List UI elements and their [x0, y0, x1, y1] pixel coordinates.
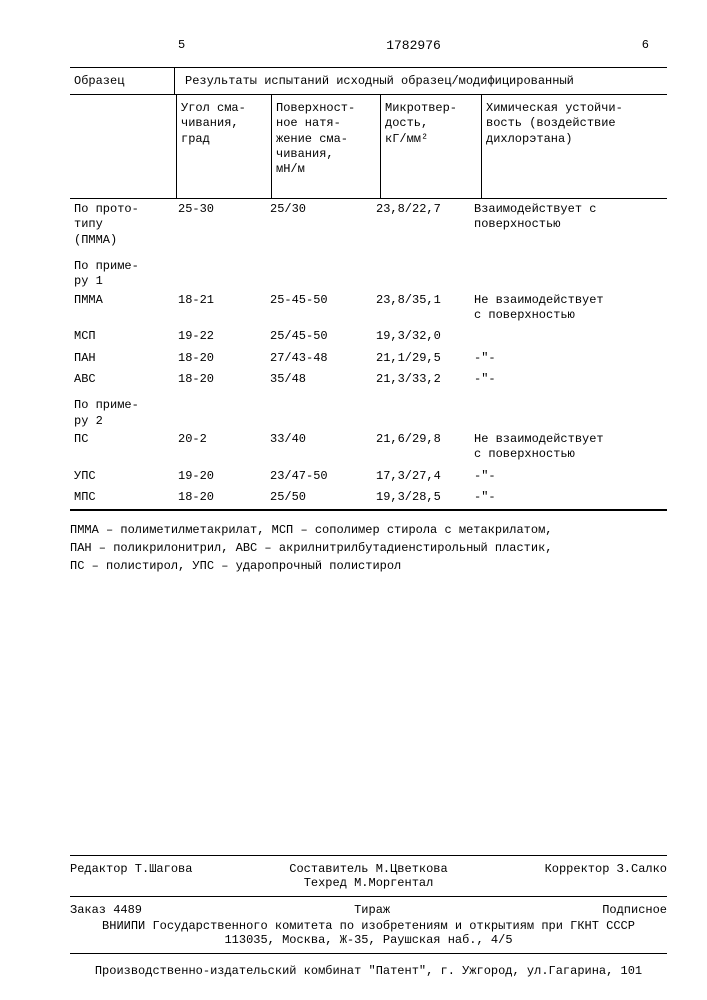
cell-angle: 18-20 — [174, 369, 266, 390]
cell-angle: 19-20 — [174, 466, 266, 487]
cell-sample: МСП — [70, 326, 174, 347]
cell-microhardness: 21,6/29,8 — [372, 429, 470, 466]
vniipi: ВНИИПИ Государственного комитета по изоб… — [70, 919, 667, 947]
cell-chemres — [470, 251, 667, 290]
cell-sample: По приме-ру 1 — [70, 251, 174, 290]
tirazh: Тираж — [354, 903, 390, 917]
page: 5 1782976 6 Образец Результаты испытаний… — [0, 0, 707, 1000]
cell-microhardness: 21,1/29,5 — [372, 348, 470, 369]
page-num-left: 5 — [178, 38, 185, 53]
cell-sample: ПММА — [70, 290, 174, 327]
subheader-microhardness: Микротвер-дость,кГ/мм² — [381, 95, 482, 198]
subheader-angle: Угол сма-чивания,град — [177, 95, 272, 198]
table-row: АВС18-2035/4821,3/33,2-"- — [70, 369, 667, 390]
cell-microhardness: 23,8/35,1 — [372, 290, 470, 327]
header: 5 1782976 6 — [70, 38, 667, 53]
header-results: Результаты испытаний исходный образец/мо… — [175, 68, 667, 94]
cell-tension: 25/50 — [266, 487, 372, 508]
cell-sample: По приме-ру 2 — [70, 390, 174, 429]
subheader-tension: Поверхност-ное натя-жение сма-чивания,мН… — [272, 95, 381, 198]
page-num-right: 6 — [642, 38, 649, 53]
table-row: МПС18-2025/5019,3/28,5-"- — [70, 487, 667, 508]
compiler: Составитель М.Цветкова — [289, 862, 447, 876]
cell-angle: 18-20 — [174, 487, 266, 508]
table-body: По прото-типу(ПММА)25-3025/3023,8/22,7Вз… — [70, 199, 667, 509]
table-header-row: Образец Результаты испытаний исходный об… — [70, 68, 667, 95]
cell-tension: 27/43-48 — [266, 348, 372, 369]
footer: Редактор Т.Шагова Составитель М.Цветкова… — [70, 855, 667, 978]
cell-angle: 25-30 — [174, 199, 266, 251]
table-row: МСП19-2225/45-5019,3/32,0 — [70, 326, 667, 347]
cell-sample: УПС — [70, 466, 174, 487]
table-row: ПС20-233/4021,6/29,8Не взаимодействуетс … — [70, 429, 667, 466]
legend: ПММА – полиметилметакрилат, МСП – сополи… — [70, 510, 667, 575]
header-sample: Образец — [70, 68, 175, 94]
cell-tension: 25/30 — [266, 199, 372, 251]
editor: Редактор Т.Шагова — [70, 862, 192, 890]
cell-microhardness: 17,3/27,4 — [372, 466, 470, 487]
cell-tension: 25/45-50 — [266, 326, 372, 347]
corrector: Корректор З.Салко — [545, 862, 667, 890]
results-table: Образец Результаты испытаний исходный об… — [70, 67, 667, 510]
cell-chemres — [470, 390, 667, 429]
cell-sample: ПС — [70, 429, 174, 466]
podpis: Подписное — [602, 903, 667, 917]
cell-angle: 19-22 — [174, 326, 266, 347]
patent-number: 1782976 — [386, 38, 441, 53]
cell-chemres — [470, 326, 667, 347]
subheader-chemres: Химическая устойчи-вость (воздействиедих… — [482, 95, 667, 198]
cell-tension: 25-45-50 — [266, 290, 372, 327]
cell-chemres: -"- — [470, 487, 667, 508]
cell-tension: 23/47-50 — [266, 466, 372, 487]
cell-chemres: -"- — [470, 348, 667, 369]
cell-sample: ПАН — [70, 348, 174, 369]
table-row: УПС19-2023/47-5017,3/27,4-"- — [70, 466, 667, 487]
spacer — [70, 575, 667, 855]
table-row: По приме-ру 1 — [70, 251, 667, 290]
cell-microhardness: 23,8/22,7 — [372, 199, 470, 251]
footer-order-block: Заказ 4489 Тираж Подписное ВНИИПИ Госуда… — [70, 896, 667, 947]
cell-angle: 18-21 — [174, 290, 266, 327]
cell-chemres: -"- — [470, 466, 667, 487]
cell-angle — [174, 251, 266, 290]
cell-microhardness — [372, 251, 470, 290]
cell-sample: АВС — [70, 369, 174, 390]
cell-microhardness — [372, 390, 470, 429]
cell-sample: МПС — [70, 487, 174, 508]
cell-chemres: Взаимодействует споверхностью — [470, 199, 667, 251]
table-subheader-row: Угол сма-чивания,град Поверхност-ное нат… — [70, 95, 667, 199]
order: Заказ 4489 — [70, 903, 142, 917]
footer-bottom: Производственно-издательский комбинат "П… — [70, 953, 667, 978]
cell-angle: 20-2 — [174, 429, 266, 466]
cell-angle: 18-20 — [174, 348, 266, 369]
cell-sample: По прото-типу(ПММА) — [70, 199, 174, 251]
subheader-blank — [70, 95, 177, 198]
table-row: ПАН18-2027/43-4821,1/29,5-"- — [70, 348, 667, 369]
table-row: ПММА18-2125-45-5023,8/35,1Не взаимодейст… — [70, 290, 667, 327]
table-row: По приме-ру 2 — [70, 390, 667, 429]
cell-chemres: -"- — [470, 369, 667, 390]
footer-credits-row: Редактор Т.Шагова Составитель М.Цветкова… — [70, 860, 667, 892]
cell-chemres: Не взаимодействуетс поверхностью — [470, 290, 667, 327]
table-row: По прото-типу(ПММА)25-3025/3023,8/22,7Вз… — [70, 199, 667, 251]
cell-tension — [266, 251, 372, 290]
cell-microhardness: 19,3/28,5 — [372, 487, 470, 508]
cell-microhardness: 21,3/33,2 — [372, 369, 470, 390]
techred: Техред М.Моргентал — [304, 876, 434, 890]
cell-microhardness: 19,3/32,0 — [372, 326, 470, 347]
cell-tension: 35/48 — [266, 369, 372, 390]
cell-tension — [266, 390, 372, 429]
cell-chemres: Не взаимодействуетс поверхностью — [470, 429, 667, 466]
cell-tension: 33/40 — [266, 429, 372, 466]
cell-angle — [174, 390, 266, 429]
